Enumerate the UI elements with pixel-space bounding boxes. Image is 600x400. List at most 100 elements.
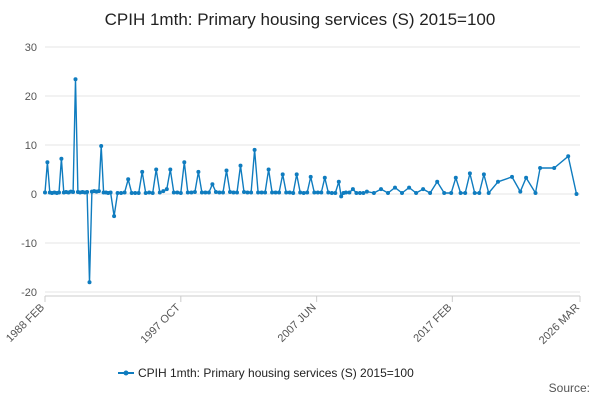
data-point[interactable] <box>242 190 246 194</box>
data-point[interactable] <box>312 190 317 195</box>
data-point[interactable] <box>284 190 289 195</box>
data-point[interactable] <box>224 168 229 173</box>
source-label[interactable]: Source: <box>548 381 590 395</box>
data-point[interactable] <box>305 190 310 195</box>
data-point[interactable] <box>99 144 104 148</box>
data-point[interactable] <box>354 191 359 195</box>
data-point[interactable] <box>322 175 327 180</box>
data-point[interactable] <box>252 147 257 152</box>
data-point[interactable] <box>263 190 268 195</box>
data-point[interactable] <box>472 191 477 195</box>
data-point[interactable] <box>161 189 166 194</box>
data-point[interactable] <box>182 160 187 165</box>
data-point[interactable] <box>273 190 278 195</box>
data-point[interactable] <box>552 166 557 170</box>
data-point[interactable] <box>71 190 76 194</box>
data-point[interactable] <box>85 190 90 194</box>
data-point[interactable] <box>428 191 433 195</box>
data-point[interactable] <box>96 189 101 194</box>
data-point[interactable] <box>301 191 306 195</box>
data-point[interactable] <box>449 191 454 195</box>
data-point[interactable] <box>168 167 173 172</box>
data-point[interactable] <box>566 154 571 159</box>
data-point[interactable] <box>524 175 529 180</box>
data-point[interactable] <box>371 191 376 195</box>
data-point[interactable] <box>339 194 344 199</box>
data-point[interactable] <box>294 172 299 177</box>
data-point[interactable] <box>189 190 194 195</box>
data-point[interactable] <box>467 171 472 176</box>
data-point[interactable] <box>256 190 261 195</box>
data-point[interactable] <box>400 191 404 195</box>
data-point[interactable] <box>379 187 383 192</box>
data-point[interactable] <box>347 190 352 195</box>
data-point[interactable] <box>298 190 303 195</box>
data-point[interactable] <box>210 182 215 187</box>
data-point[interactable] <box>245 190 250 195</box>
data-point[interactable] <box>386 191 390 195</box>
data-point[interactable] <box>43 190 47 195</box>
data-point[interactable] <box>150 191 155 195</box>
data-point[interactable] <box>533 191 538 195</box>
data-point[interactable] <box>266 167 271 172</box>
data-point[interactable] <box>235 190 239 195</box>
data-point[interactable] <box>217 190 222 195</box>
data-point[interactable] <box>175 190 180 195</box>
data-point[interactable] <box>206 190 211 195</box>
data-point[interactable] <box>140 169 145 174</box>
data-point[interactable] <box>319 190 324 195</box>
data-point[interactable] <box>73 77 78 82</box>
data-point[interactable] <box>361 191 366 195</box>
data-point[interactable] <box>238 163 243 168</box>
data-point[interactable] <box>108 190 113 195</box>
data-point[interactable] <box>357 191 362 195</box>
data-point[interactable] <box>291 191 296 195</box>
data-point[interactable] <box>199 190 204 195</box>
data-point[interactable] <box>333 191 338 195</box>
data-point[interactable] <box>486 191 491 195</box>
data-point[interactable] <box>203 190 208 195</box>
data-point[interactable] <box>115 191 120 195</box>
data-point[interactable] <box>154 167 159 172</box>
data-point[interactable] <box>326 190 331 195</box>
data-point[interactable] <box>453 175 458 180</box>
data-point[interactable] <box>350 187 355 192</box>
data-point[interactable] <box>87 280 92 285</box>
legend[interactable]: CPIH 1mth: Primary housing services (S) … <box>118 366 414 380</box>
data-point[interactable] <box>192 190 197 194</box>
data-point[interactable] <box>364 189 369 194</box>
data-point[interactable] <box>259 190 264 195</box>
data-point[interactable] <box>59 156 64 161</box>
data-point[interactable] <box>393 185 397 190</box>
data-point[interactable] <box>458 191 463 195</box>
data-point[interactable] <box>178 191 183 195</box>
data-point[interactable] <box>442 191 447 195</box>
data-point[interactable] <box>336 179 341 184</box>
data-point[interactable] <box>126 177 131 182</box>
data-point[interactable] <box>249 190 254 195</box>
data-point[interactable] <box>510 174 514 179</box>
data-point[interactable] <box>164 187 169 192</box>
data-point[interactable] <box>136 191 141 195</box>
data-point[interactable] <box>129 191 134 195</box>
data-point[interactable] <box>122 190 127 195</box>
data-point[interactable] <box>481 172 486 177</box>
data-point[interactable] <box>477 191 482 195</box>
data-point[interactable] <box>308 174 313 179</box>
data-point[interactable] <box>133 191 138 195</box>
data-point[interactable] <box>119 191 124 195</box>
data-point[interactable] <box>270 190 275 195</box>
data-point[interactable] <box>185 190 190 195</box>
data-point[interactable] <box>435 179 440 184</box>
data-point[interactable] <box>518 189 523 194</box>
data-point[interactable] <box>221 190 225 195</box>
data-point[interactable] <box>112 214 117 219</box>
data-point[interactable] <box>171 190 176 195</box>
data-point[interactable] <box>147 190 152 195</box>
data-point[interactable] <box>280 172 285 177</box>
data-point[interactable] <box>228 190 232 194</box>
data-point[interactable] <box>213 190 218 194</box>
data-point[interactable] <box>45 160 50 165</box>
data-point[interactable] <box>343 190 348 195</box>
data-point[interactable] <box>315 190 320 195</box>
